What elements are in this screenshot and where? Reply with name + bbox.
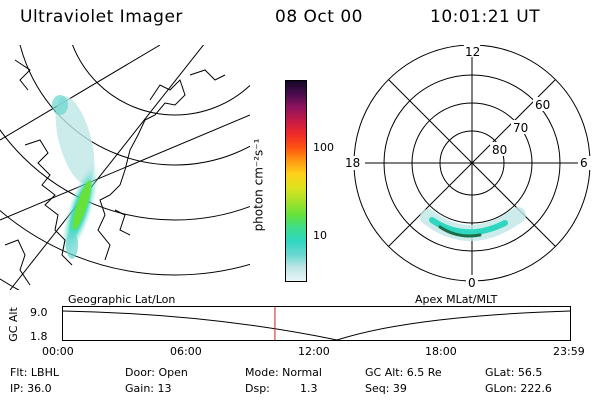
dsp-label: Dsp:	[245, 382, 270, 395]
timeline-x-tick-1: 06:00	[170, 345, 202, 358]
polar-plot: 12 18 6 0 60 70 80	[343, 45, 592, 290]
door-info: Door: Open	[125, 366, 188, 379]
orbit-altitude-timeline	[62, 306, 571, 341]
auroral-oval-polar	[420, 207, 526, 241]
timeline-x-tick-0: 00:00	[42, 345, 74, 358]
geo-panel-label: Geographic Lat/Lon	[68, 293, 176, 306]
mode-info: Mode: Normal	[245, 366, 322, 379]
mlt-label-18: 18	[345, 156, 360, 170]
timeline-x-tick-4: 23:59	[553, 345, 585, 358]
mlt-label-6: 6	[580, 156, 588, 170]
gc-alt-info: GC Alt: 6.5 Re	[365, 366, 442, 379]
filter-info: Flt: LBHL	[10, 366, 59, 379]
colorbar-tick-100: 100	[313, 141, 334, 154]
polar-panel-label: Apex MLat/MLT	[415, 293, 498, 306]
timeline-x-tick-3: 18:00	[425, 345, 457, 358]
mlat-label-80: 80	[492, 143, 507, 157]
timeline-x-tick-2: 12:00	[298, 345, 330, 358]
glat-info: GLat: 56.5	[485, 366, 543, 379]
observation-time: 10:01:21 UT	[430, 7, 541, 27]
gain-info: Gain: 13	[125, 382, 172, 395]
dsp-value: 1.3	[300, 382, 318, 395]
seq-info: Seq: 39	[365, 382, 407, 395]
mlt-label-12: 12	[465, 45, 480, 59]
glon-info: GLon: 222.6	[485, 382, 552, 395]
ip-info: IP: 36.0	[10, 382, 52, 395]
auroral-emission-geo	[52, 95, 100, 259]
instrument-title: Ultraviolet Imager	[20, 7, 183, 27]
mlat-label-70: 70	[513, 121, 528, 135]
geographic-map	[0, 45, 250, 290]
colorbar-tick-10: 10	[313, 229, 327, 242]
timeline-y-label: GC Alt	[6, 307, 20, 342]
timeline-y-tick-max: 9.0	[30, 306, 48, 319]
observation-date: 08 Oct 00	[275, 7, 363, 27]
timeline-y-tick-min: 1.8	[30, 330, 48, 343]
mlat-label-60: 60	[535, 98, 550, 112]
colorbar	[285, 80, 307, 282]
mlt-label-0: 0	[468, 276, 476, 290]
colorbar-unit-label: photon cm⁻²s⁻¹	[251, 138, 266, 232]
